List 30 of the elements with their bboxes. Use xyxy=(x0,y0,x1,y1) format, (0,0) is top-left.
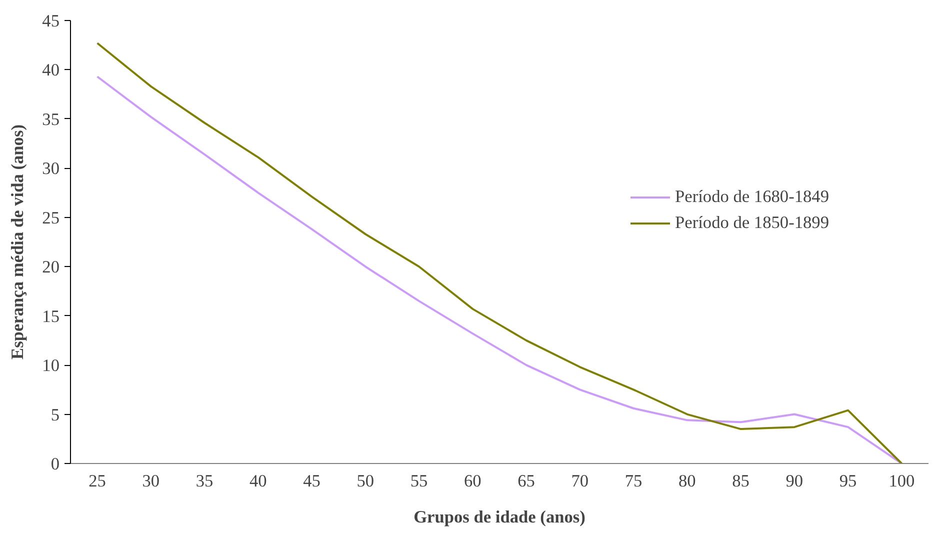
y-tick-label: 10 xyxy=(42,356,60,376)
x-tick-label: 65 xyxy=(518,472,535,490)
x-tick-label: 25 xyxy=(88,472,106,490)
y-tick-label: 5 xyxy=(50,405,60,424)
x-tick-label: 35 xyxy=(196,472,214,490)
y-tick-label: 20 xyxy=(42,258,60,277)
x-tick-label: 95 xyxy=(839,472,857,490)
x-tick-label: 55 xyxy=(410,472,428,490)
x-axis-title: Grupos de idade (anos) xyxy=(414,508,586,526)
y-tick-label: 25 xyxy=(42,208,60,228)
y-tick-label: 40 xyxy=(42,60,60,80)
x-tick-label: 40 xyxy=(250,472,267,490)
y-tick-label: 35 xyxy=(42,110,60,129)
x-tick-label: 85 xyxy=(732,472,750,490)
x-tick-label: 60 xyxy=(464,472,482,490)
legend-label: Período de 1680-1849 xyxy=(675,187,830,207)
x-tick-label: 30 xyxy=(142,472,160,490)
x-tick-label: 45 xyxy=(303,472,320,490)
x-tick-label: 80 xyxy=(678,472,696,490)
legend-label: Período de 1850-1899 xyxy=(675,213,830,233)
x-tick-label: 100 xyxy=(888,472,915,490)
x-tick-label: 75 xyxy=(624,472,642,490)
y-tick-label: 30 xyxy=(42,159,60,178)
y-tick-label: 45 xyxy=(42,12,60,30)
y-axis-title: Esperança média de vida (anos) xyxy=(8,124,28,360)
y-tick-label: 15 xyxy=(42,306,60,326)
x-tick-label: 70 xyxy=(571,472,589,490)
x-tick-label: 90 xyxy=(786,472,804,490)
y-tick-label: 0 xyxy=(50,454,60,474)
x-tick-label: 50 xyxy=(356,472,374,490)
